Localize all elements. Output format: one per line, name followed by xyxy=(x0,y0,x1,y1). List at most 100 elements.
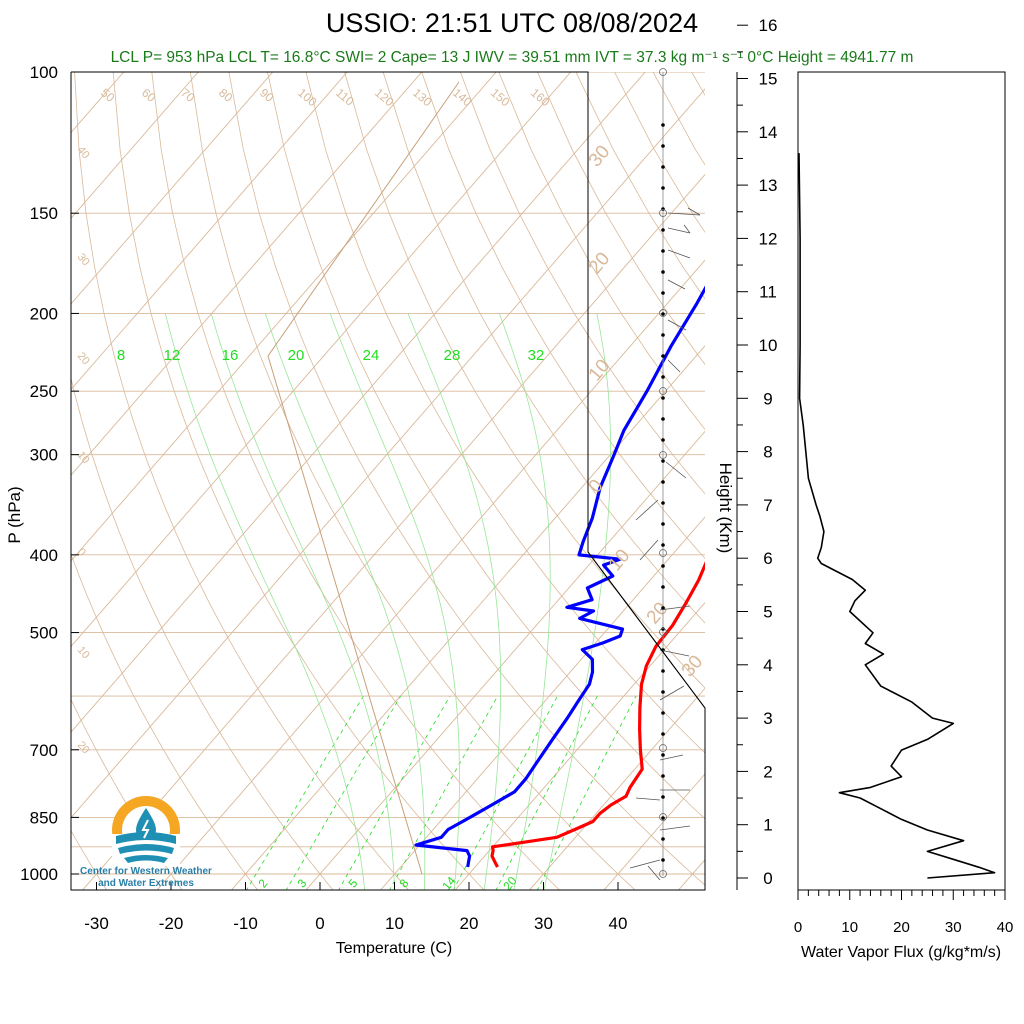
wind-barb xyxy=(667,212,701,216)
dry-adiabat-line xyxy=(421,72,705,560)
wind-calm-circle xyxy=(659,628,667,636)
pressure-tick-label: 500 xyxy=(30,624,58,643)
wind-barb-dot xyxy=(661,144,665,148)
wind-barb xyxy=(667,227,691,234)
wind-barb-dot xyxy=(661,459,665,463)
isotherm-line xyxy=(454,602,705,890)
isotherm-line xyxy=(603,773,705,890)
temperature-tick-label: -20 xyxy=(159,914,184,933)
isotherm-line xyxy=(71,72,199,219)
isotherm-line xyxy=(71,72,497,562)
temperature-trace xyxy=(490,561,705,868)
wind-barb xyxy=(659,825,691,831)
dry-adiabat-line xyxy=(807,72,1024,891)
pressure-tick-label: 200 xyxy=(30,304,58,323)
height-tick-label: 7 xyxy=(763,496,772,515)
dry-adiabat-line xyxy=(344,72,705,689)
wind-calm-circle xyxy=(659,549,667,557)
flux-frame xyxy=(797,71,1006,891)
wind-barb-dot xyxy=(661,207,665,211)
isotherm-line xyxy=(71,72,646,733)
wind-barb-dot xyxy=(661,816,665,820)
wind-barb-dot xyxy=(661,732,665,736)
flux-profile-line xyxy=(798,153,996,879)
isotherm-line xyxy=(71,72,125,134)
pressure-tick-label: 1000 xyxy=(20,865,58,884)
height-tick-label: 12 xyxy=(759,229,778,248)
temperature-axis-label: Temperature (C) xyxy=(336,940,452,957)
wind-barb-dot xyxy=(661,123,665,127)
wind-barb-dot xyxy=(661,375,665,379)
saturated-adiabat-label: 28 xyxy=(444,347,461,364)
wind-calm-circle xyxy=(659,209,667,217)
wind-barb xyxy=(659,649,690,657)
wind-barb xyxy=(659,685,685,701)
dry-adiabat-line xyxy=(305,72,705,754)
height-tick-label: 14 xyxy=(759,123,778,142)
wind-barb-dot xyxy=(661,543,665,547)
wind-barb-dot xyxy=(661,480,665,484)
flux-tick-label: 30 xyxy=(945,919,962,936)
wind-barb-dot xyxy=(661,291,665,295)
cw3e-logo xyxy=(112,796,180,866)
wind-barb xyxy=(635,797,661,801)
dry-adiabat-label: 90 xyxy=(257,86,276,106)
dry-adiabat-line xyxy=(614,72,705,233)
isotherm-label-left: 0 xyxy=(75,546,88,558)
wind-barb xyxy=(635,499,659,521)
isotherm-label-left: 20 xyxy=(75,739,92,756)
wind-barb-dot xyxy=(661,774,665,778)
pressure-tick-label: 250 xyxy=(30,382,58,401)
pressure-tick-label: 150 xyxy=(30,204,58,223)
pressure-tick-label: 850 xyxy=(30,808,58,827)
dry-adiabat-label: 130 xyxy=(410,86,435,110)
dry-adiabat-line xyxy=(189,72,636,890)
dry-adiabat-line xyxy=(382,72,705,624)
mixing-ratio-label: 2 xyxy=(255,876,270,890)
wind-calm-circle xyxy=(659,309,667,317)
saturated-adiabat-line xyxy=(543,313,611,890)
isotherm-line xyxy=(81,173,705,890)
height-tick-label: 3 xyxy=(763,709,772,728)
wind-barb xyxy=(667,279,686,290)
isotherm-line xyxy=(156,259,705,890)
isotherm-line xyxy=(71,72,274,305)
wind-barb-dot xyxy=(661,522,665,526)
wind-barb-dot xyxy=(661,669,665,673)
wind-barb-dot xyxy=(661,270,665,274)
chart-title: USSIO: 21:51 UTC 08/08/2024 xyxy=(325,8,699,38)
isotherm-line xyxy=(71,72,348,391)
dry-adiabat-line xyxy=(71,553,259,890)
dry-adiabat-line xyxy=(498,72,705,430)
isotherm-line xyxy=(71,72,572,648)
wind-barb xyxy=(667,319,687,331)
mixing-ratio-line xyxy=(246,695,364,890)
saturated-adiabat-line xyxy=(164,313,366,890)
logo-caption: Center for Western Weather and Water Ext… xyxy=(60,866,232,890)
flux-tick-label: 0 xyxy=(794,919,802,936)
dry-adiabat-line xyxy=(769,72,1024,891)
skew-t-frame-edge xyxy=(587,551,706,709)
dry-adiabat-line xyxy=(691,72,705,96)
dry-adiabat-line xyxy=(71,376,334,890)
isotherm-label-right: 10 xyxy=(585,356,615,386)
isotherm-label-right: 30 xyxy=(585,142,615,172)
height-tick-label: 5 xyxy=(763,603,772,622)
height-tick-label: 8 xyxy=(763,443,772,462)
dry-adiabat-line xyxy=(267,72,705,820)
wind-barb-dot xyxy=(661,795,665,799)
saturated-adiabat-label: 16 xyxy=(222,347,239,364)
height-tick-label: 2 xyxy=(763,762,772,781)
flux-tick-label: 10 xyxy=(841,919,858,936)
dry-adiabat-line xyxy=(459,72,705,495)
wind-barbs xyxy=(629,68,701,881)
wind-barb-dot xyxy=(661,438,665,442)
wind-barb-dot xyxy=(661,186,665,190)
saturated-adiabat-label: 32 xyxy=(528,347,545,364)
height-tick-label: 9 xyxy=(763,389,772,408)
temperature-tick-label: 10 xyxy=(385,914,404,933)
saturated-adiabat-label: 8 xyxy=(117,347,125,364)
